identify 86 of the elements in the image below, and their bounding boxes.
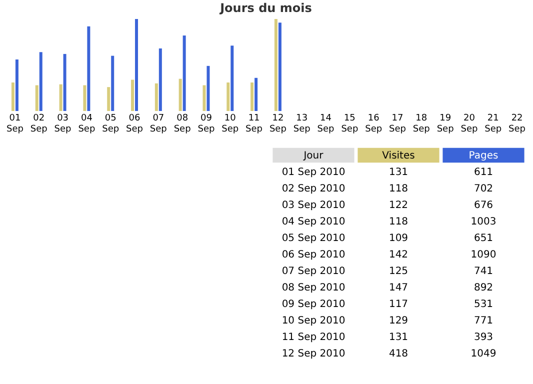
data-label: 1090 [470, 249, 496, 260]
x-tick-label: 10 Sep [222, 114, 239, 134]
text: Visites [382, 150, 415, 162]
bar [254, 78, 258, 111]
bar [178, 78, 182, 111]
category-label: 08 Sep 2010 [282, 282, 346, 294]
bar [15, 59, 18, 111]
x-tick-label: 08 Sep [174, 114, 192, 134]
data-label: 131 [388, 332, 408, 343]
category-label: 11 Sep 2010 [282, 332, 346, 343]
bar [135, 19, 138, 111]
x-tick-label: 07 Sep [150, 114, 168, 134]
bar [111, 56, 114, 111]
bar [202, 85, 206, 111]
bar [11, 82, 14, 111]
x-tick-label: 04 Sep [78, 114, 96, 134]
data-label: 771 [474, 315, 494, 326]
data-label: 1003 [470, 216, 496, 228]
data-label: 531 [474, 298, 494, 310]
category-label: 02 Sep 2010 [282, 183, 346, 194]
data-label: 393 [474, 332, 494, 343]
bar [107, 87, 110, 111]
data-label: 117 [388, 298, 408, 310]
x-tick-label: 16 Sep [365, 114, 382, 134]
bar [182, 36, 186, 111]
x-tick-label: 01 Sep [6, 114, 24, 134]
data-label: 892 [474, 282, 494, 294]
x-tick-label: 22 Sep [508, 114, 526, 134]
bar [59, 84, 62, 111]
data-label: 1049 [470, 348, 496, 360]
data-label: 611 [474, 166, 494, 178]
x-tick-label: 15 Sep [341, 114, 358, 134]
bar [154, 83, 158, 111]
x-tick-label: 06 Sep [126, 114, 144, 134]
chart-title: Jours du mois [219, 1, 312, 15]
data-label: 129 [388, 315, 408, 326]
x-tick-label: 17 Sep [389, 114, 406, 134]
data-label: 118 [388, 216, 408, 228]
category-label: 09 Sep 2010 [282, 298, 346, 310]
data-label: 418 [388, 348, 408, 360]
text: Pages [468, 150, 498, 162]
data-label: 109 [388, 232, 408, 244]
category-label: 01 Sep 2010 [282, 166, 346, 178]
x-tick-label: 18 Sep [412, 114, 430, 134]
category-label: 10 Sep 2010 [282, 315, 346, 326]
category-label: 03 Sep 2010 [282, 200, 346, 211]
data-label: 131 [388, 166, 408, 178]
bar [226, 82, 230, 111]
bar [131, 80, 134, 111]
data-label: 651 [474, 232, 494, 244]
data-label: 676 [474, 200, 494, 211]
bar [35, 85, 38, 111]
data-label: 118 [388, 183, 408, 194]
data-label: 125 [388, 266, 408, 277]
category-label: 06 Sep 2010 [282, 249, 346, 260]
x-tick-label: 05 Sep [102, 114, 120, 134]
bar [158, 48, 162, 111]
x-tick-label: 20 Sep [460, 114, 478, 134]
x-tick-label: 19 Sep [436, 114, 454, 134]
text: Jour [302, 150, 324, 162]
x-tick-label: 02 Sep [30, 114, 48, 134]
data-label: 147 [388, 282, 408, 294]
bar [206, 66, 210, 111]
bar [230, 46, 234, 111]
bar [63, 54, 66, 111]
x-tick-label: 09 Sep [198, 114, 215, 134]
data-label: 702 [474, 183, 494, 194]
category-label: 05 Sep 2010 [282, 232, 346, 244]
bar [274, 19, 278, 111]
data-label: 142 [388, 249, 408, 260]
category-label: 07 Sep 2010 [282, 266, 346, 277]
x-tick-label: 11 Sep [246, 114, 263, 134]
data-label: 741 [474, 266, 494, 277]
data-label: 122 [388, 200, 408, 211]
bar [250, 82, 254, 111]
x-tick-label: 13 Sep [293, 114, 311, 134]
bar [278, 22, 282, 111]
category-label: 12 Sep 2010 [282, 348, 346, 360]
bar [87, 26, 90, 111]
bar [83, 85, 86, 111]
category-label: 04 Sep 2010 [282, 216, 346, 228]
x-tick-label: 14 Sep [317, 114, 335, 134]
bar [39, 52, 42, 111]
x-tick-label: 21 Sep [484, 114, 502, 134]
x-tick-label: 12 Sep [269, 114, 287, 134]
x-tick-label: 03 Sep [54, 114, 72, 134]
